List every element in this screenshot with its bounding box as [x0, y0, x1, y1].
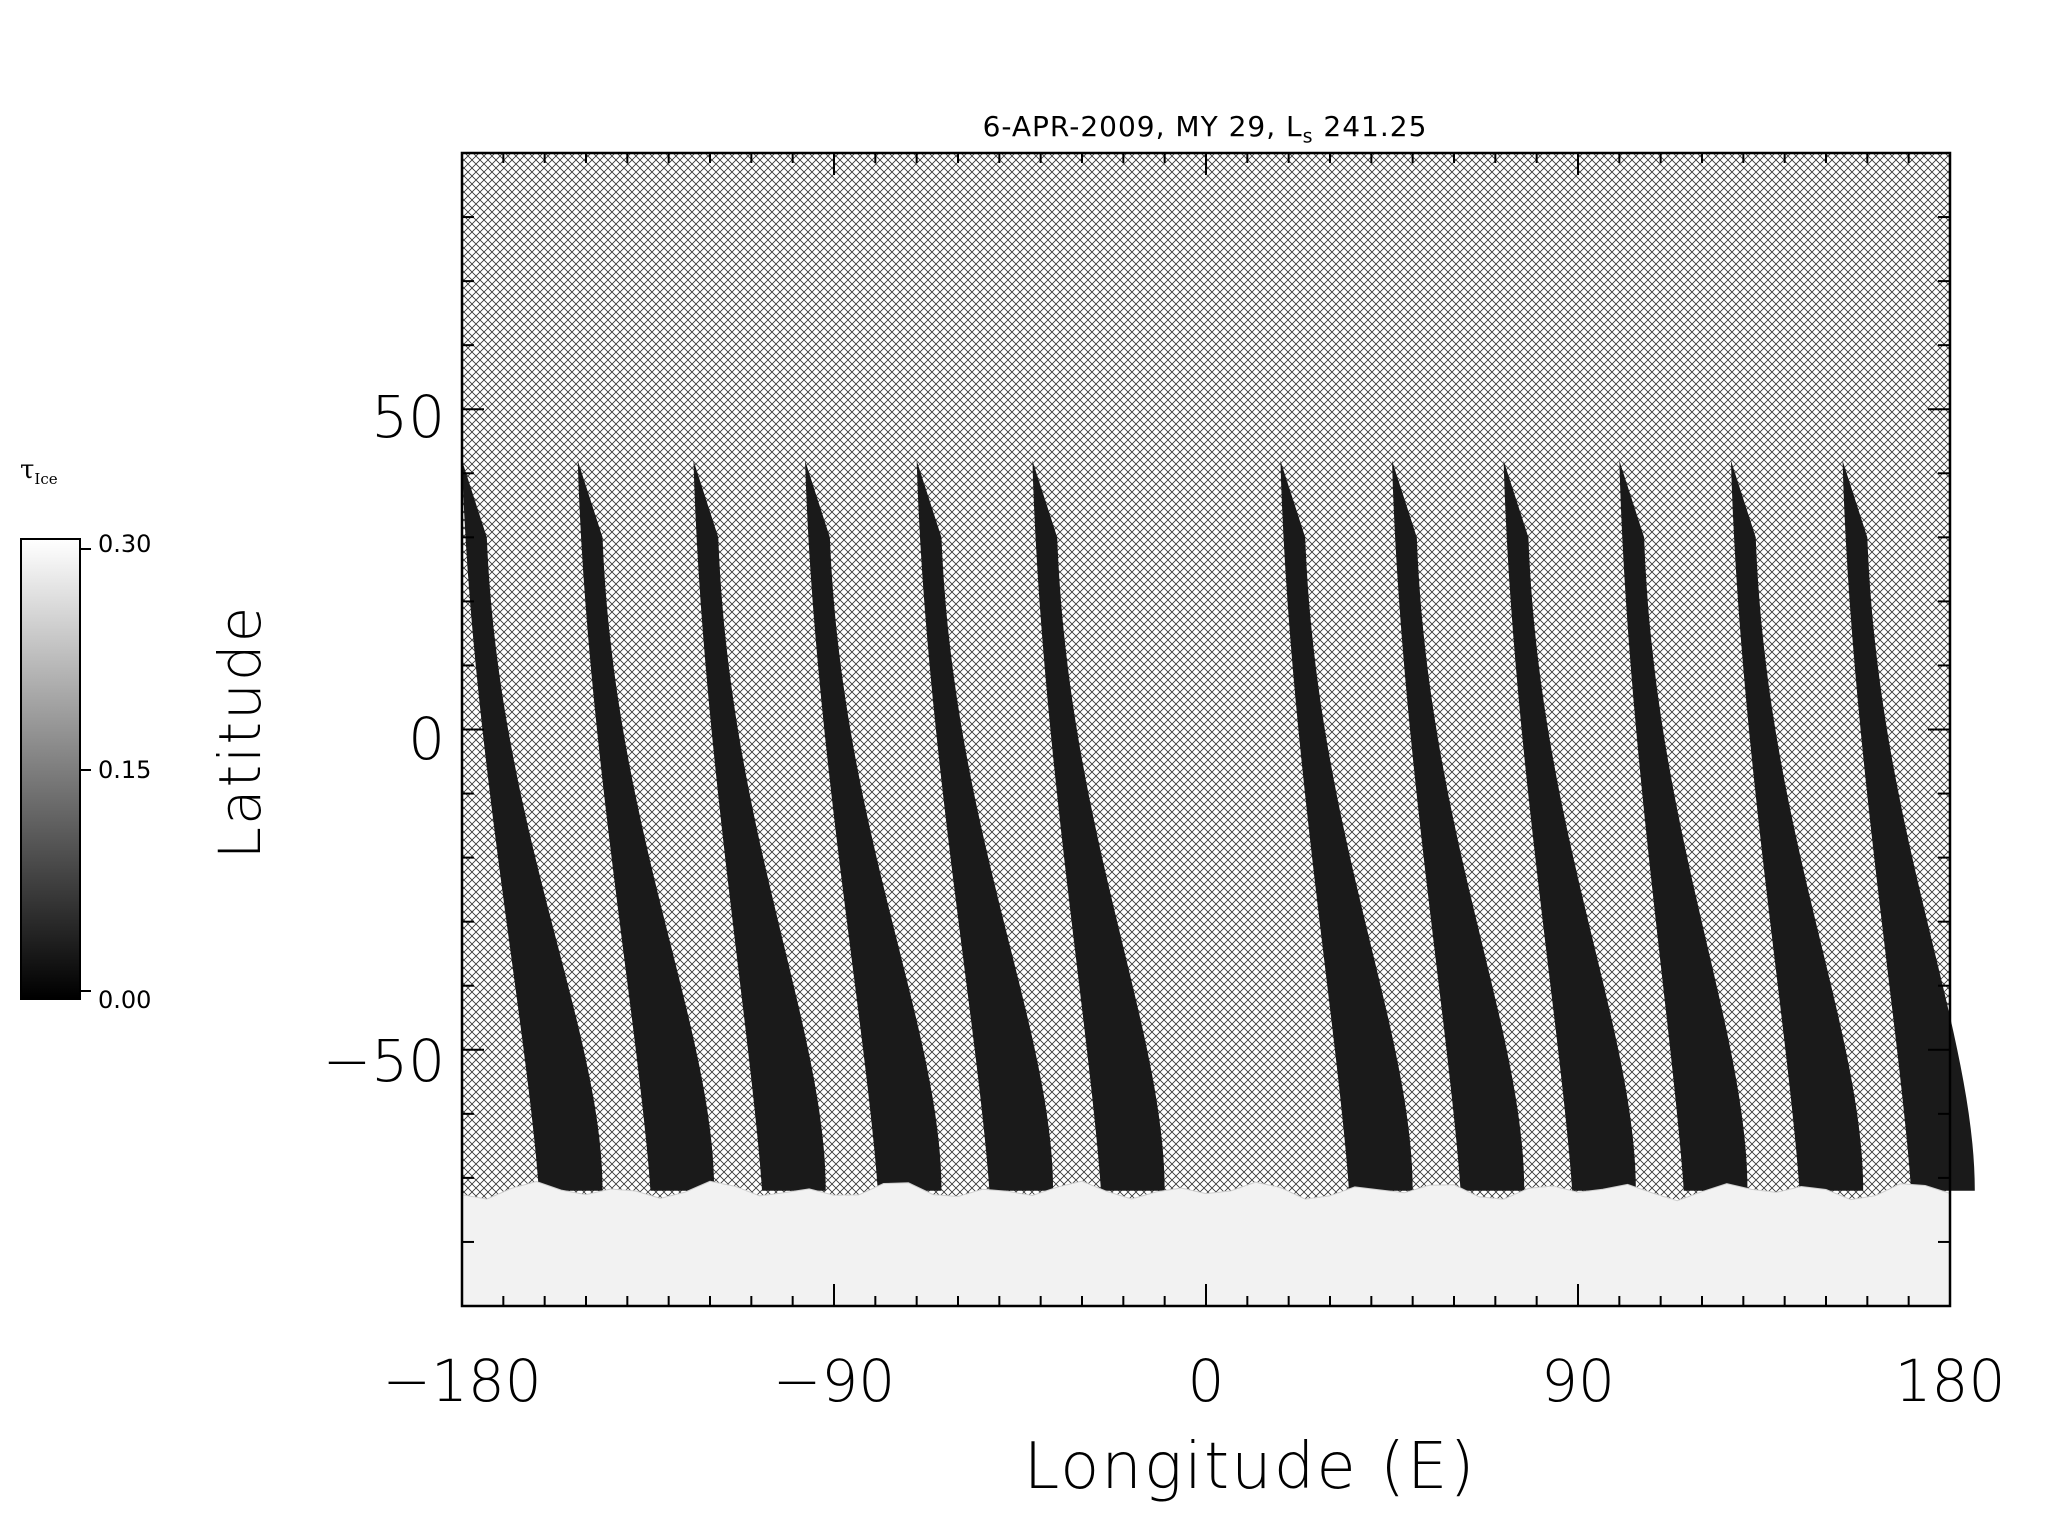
- orbit-swath: [577, 460, 715, 1191]
- x-tick-label: 0: [1187, 1347, 1225, 1415]
- x-tick-label: −180: [382, 1347, 542, 1415]
- colorbar-title: τIce: [20, 455, 58, 489]
- orbit-swath: [1730, 460, 1864, 1191]
- orbit-swath: [1032, 460, 1165, 1191]
- orbit-swath: [916, 460, 1054, 1191]
- colorbar-tick-label: 0.00: [98, 986, 152, 1014]
- x-tick-label: −90: [772, 1347, 896, 1415]
- x-tick-label: 90: [1541, 1347, 1615, 1415]
- polar-hood-ice: [461, 1180, 1951, 1307]
- y-tick-label: −50: [322, 1027, 445, 1095]
- orbit-swath: [1842, 460, 1975, 1191]
- y-axis-label: Latitude: [206, 604, 274, 860]
- orbit-swath: [805, 460, 942, 1191]
- x-tick-label: 180: [1894, 1347, 2006, 1415]
- colorbar-tick: [81, 769, 91, 771]
- orbit-swath: [1280, 460, 1413, 1191]
- y-tick-label: 50: [371, 383, 445, 451]
- orbit-swath: [1619, 460, 1748, 1191]
- orbit-swath: [1503, 460, 1636, 1191]
- y-tick-label: 0: [408, 705, 445, 773]
- chart-title: 6-APR-2009, MY 29, Ls 241.25: [982, 110, 1428, 148]
- colorbar: [20, 538, 81, 1000]
- x-axis-label: Longitude (E): [1023, 1430, 1477, 1504]
- orbit-swath: [462, 460, 603, 1191]
- orbit-swath: [1392, 460, 1525, 1191]
- colorbar-tick-label: 0.15: [98, 756, 152, 784]
- orbit-swath: [693, 460, 826, 1191]
- colorbar-tick: [81, 990, 91, 992]
- polar-hood-layer: [461, 1180, 1951, 1307]
- orbit-swath-layer: [462, 460, 1975, 1191]
- axis-ticks: [461, 152, 1951, 1307]
- colorbar-tick: [81, 548, 91, 550]
- colorbar-tick-label: 0.30: [98, 530, 152, 558]
